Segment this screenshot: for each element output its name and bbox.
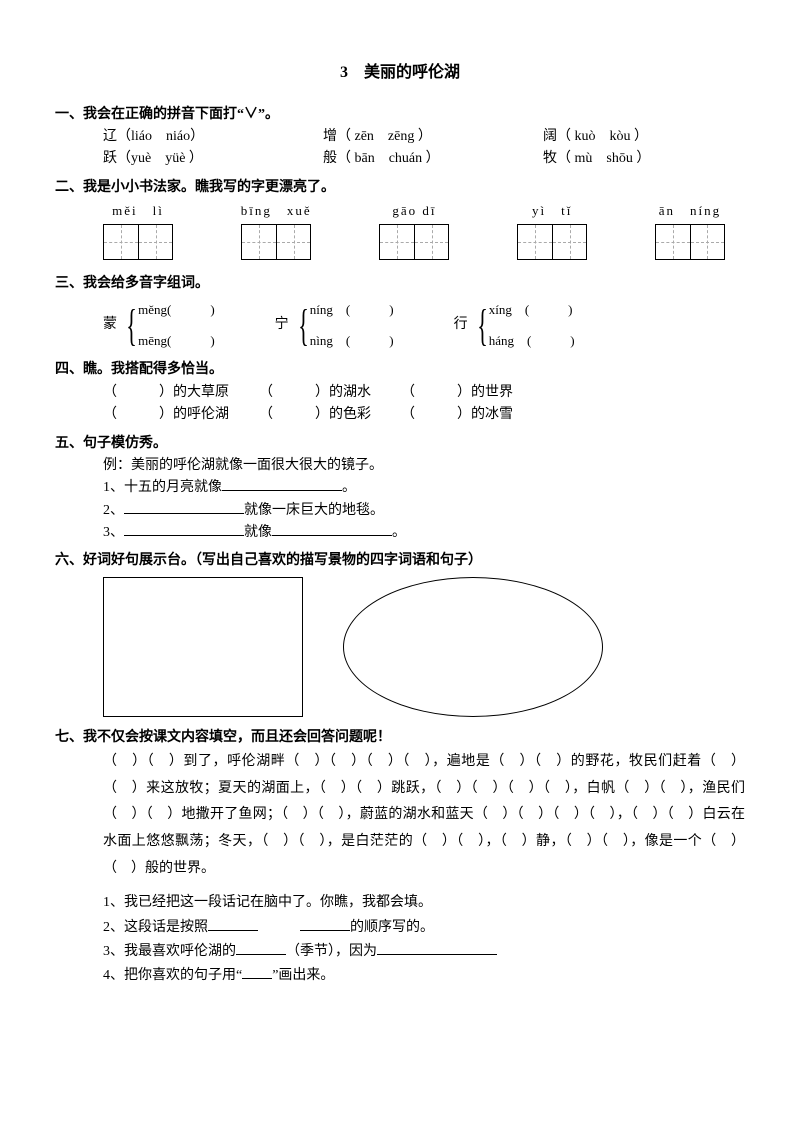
s5-l3a: 3、 [103,525,124,540]
answer-box-ellipse[interactable] [343,577,603,717]
brace-icon: { [126,304,137,348]
section-1-head: 一、我会在正确的拼音下面打“∨”。 [55,104,745,126]
s7-q3: 3、我最喜欢呼伦湖的 （季节），因为 [103,941,745,963]
answer-box-rect[interactable] [103,577,303,717]
section-1: 一、我会在正确的拼音下面打“∨”。 辽（liáo niáo） 增（ zēn zē… [55,104,745,171]
section-4: 四、瞧。我搭配得多恰当。 （ ）的大草原 （ ）的湖水 （ ）的世界 （ ）的呼… [55,359,745,426]
s4-r1a: （ ）的大草原 [103,382,229,404]
s1-row2: 跃（yuè yüè ） 般（ bān chuán ） 牧（ mù shōu ） [55,148,745,170]
pbox-1: měi lì [103,201,173,267]
section-7-head: 七、我不仅会按课文内容填空，而且还会回答问题呢！ [55,727,745,749]
duoyin-2: 宁 { níng ( ) nìng ( ) [275,300,394,352]
duoyin-1-r1: měng( ) [138,300,215,321]
duoyin-2-char: 宁 [275,314,289,336]
s5-l3b: 就像 [244,525,272,540]
s7-q4a: 4、把你喜欢的句子用“ [103,968,242,983]
pbox-4: yì tǐ [517,201,587,267]
tianzige-5[interactable] [655,224,725,260]
pbox-2: bīng xuě [241,201,312,267]
s4-r1c: （ ）的世界 [401,382,513,404]
s1-r1a: 辽（liáo niáo） [103,126,323,148]
s1-row1: 辽（liáo niáo） 增（ zēn zēng ） 阔（ kuò kòu ） [55,126,745,148]
pbox-5: ān níng [655,201,725,267]
s7-q3b: （季节），因为 [286,944,377,959]
section-2: 二、我是小小书法家。瞧我写的字更漂亮了。 měi lì bīng xuě gāo… [55,177,745,268]
s7-q2: 2、这段话是按照 的顺序写的。 [103,917,745,939]
blank-line[interactable] [124,500,244,514]
s7-paragraph: （ ）（ ）到了，呼伦湖畔（ ）（ ）（ ）（ ），遍地是（ ）（ ）的野花，牧… [55,749,745,882]
tianzige-2[interactable] [241,224,311,260]
s4-r2a: （ ）的呼伦湖 [103,404,229,426]
tianzige-3[interactable] [379,224,449,260]
s4-r2c: （ ）的冰雪 [401,404,513,426]
s4-r1b: （ ）的湖水 [259,382,371,404]
duoyin-1-r2: mēng( ) [138,331,215,352]
s7-q1: 1、我已经把这一段话记在脑中了。你瞧，我都会填。 [103,892,745,914]
pbox-2-label: bīng xuě [241,201,312,222]
section-6: 六、好词好句展示台。（写出自己喜欢的描写景物的四字词语和句子） [55,550,745,716]
s5-line1: 1、十五的月亮就像 。 [55,477,745,499]
blank-line[interactable] [208,917,258,931]
s5-l2a: 2、 [103,503,124,518]
section-2-head: 二、我是小小书法家。瞧我写的字更漂亮了。 [55,177,745,199]
s5-example: 例：美丽的呼伦湖就像一面很大很大的镜子。 [55,455,745,477]
blank-line[interactable] [242,965,272,979]
section-5-head: 五、句子模仿秀。 [55,433,745,455]
section-3-head: 三、我会给多音字组词。 [55,273,745,295]
s5-l1b: 。 [342,480,356,495]
brace-icon: { [298,304,309,348]
brace-icon: { [477,304,488,348]
s5-line2: 2、 就像一床巨大的地毯。 [55,500,745,522]
tianzige-1[interactable] [103,224,173,260]
blank-line[interactable] [272,522,392,536]
blank-line[interactable] [236,941,286,955]
section-6-head: 六、好词好句展示台。（写出自己喜欢的描写景物的四字词语和句子） [55,550,745,572]
pbox-4-label: yì tǐ [517,201,587,222]
pbox-3-label: gāo dī [379,201,449,222]
duoyin-3-r2: háng ( ) [489,331,575,352]
s7-q4b: ”画出来。 [272,968,334,983]
pbox-1-label: měi lì [103,201,173,222]
s7-q3a: 3、我最喜欢呼伦湖的 [103,944,236,959]
pbox-5-label: ān níng [655,201,725,222]
section-3: 三、我会给多音字组词。 蒙 { měng( ) mēng( ) 宁 { níng… [55,273,745,351]
duoyin-2-r2: nìng ( ) [310,331,394,352]
s4-r2b: （ ）的色彩 [259,404,371,426]
duoyin-1: 蒙 { měng( ) mēng( ) [103,300,215,352]
section-4-head: 四、瞧。我搭配得多恰当。 [55,359,745,381]
pbox-3: gāo dī [379,201,449,267]
blank-line[interactable] [300,917,350,931]
blank-line[interactable] [377,941,497,955]
tianzige-4[interactable] [517,224,587,260]
duoyin-1-char: 蒙 [103,314,117,336]
s1-r1b: 增（ zēn zēng ） [323,126,543,148]
s1-r2a: 跃（yuè yüè ） [103,148,323,170]
blank-line[interactable] [222,477,342,491]
s1-r2b: 般（ bān chuán ） [323,148,543,170]
blank-line[interactable] [124,522,244,536]
s7-q2b: 的顺序写的。 [350,920,434,935]
duoyin-3-char: 行 [454,314,468,336]
s7-q2a: 2、这段话是按照 [103,920,208,935]
duoyin-2-r1: níng ( ) [310,300,394,321]
s5-l1a: 1、十五的月亮就像 [103,480,222,495]
s5-line3: 3、 就像 。 [55,522,745,544]
section-5: 五、句子模仿秀。 例：美丽的呼伦湖就像一面很大很大的镜子。 1、十五的月亮就像。… [55,433,745,545]
s7-q4: 4、把你喜欢的句子用“ ”画出来。 [103,965,745,987]
page-title: 3 美丽的呼伦湖 [55,60,745,86]
s1-r2c: 牧（ mù shōu ） [543,148,650,170]
s5-l2b: 就像一床巨大的地毯。 [244,503,384,518]
s1-r1c: 阔（ kuò kòu ） [543,126,648,148]
duoyin-3-r1: xíng ( ) [489,300,575,321]
section-7: 七、我不仅会按课文内容填空，而且还会回答问题呢！ （ ）（ ）到了，呼伦湖畔（ … [55,727,745,988]
s5-l3c: 。 [392,525,406,540]
duoyin-3: 行 { xíng ( ) háng ( ) [454,300,575,352]
